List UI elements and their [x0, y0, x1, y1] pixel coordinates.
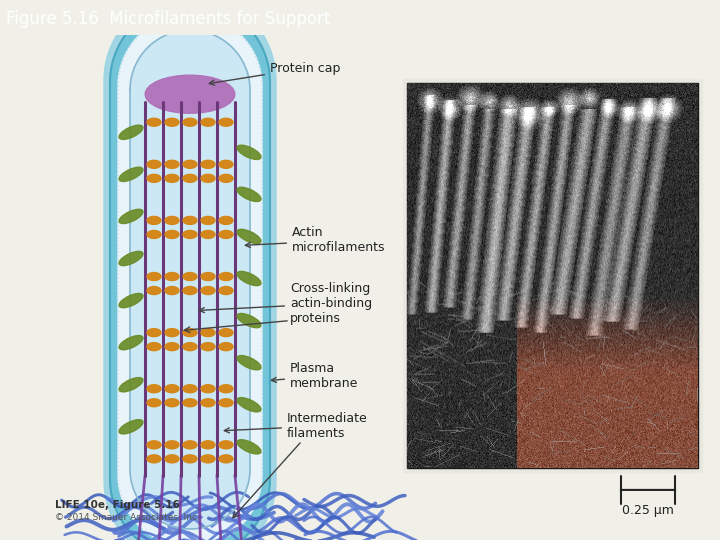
Ellipse shape: [165, 231, 179, 239]
Ellipse shape: [201, 217, 215, 225]
Ellipse shape: [165, 217, 179, 225]
Ellipse shape: [165, 455, 179, 463]
Ellipse shape: [183, 231, 197, 239]
Ellipse shape: [183, 384, 197, 393]
Ellipse shape: [147, 273, 161, 281]
Ellipse shape: [165, 118, 179, 126]
Ellipse shape: [201, 118, 215, 126]
Ellipse shape: [119, 210, 143, 224]
Polygon shape: [104, 0, 276, 540]
Ellipse shape: [183, 118, 197, 126]
Ellipse shape: [165, 441, 179, 449]
Ellipse shape: [147, 343, 161, 350]
Ellipse shape: [147, 441, 161, 449]
Ellipse shape: [183, 343, 197, 350]
Ellipse shape: [201, 343, 215, 350]
Text: 0.25 μm: 0.25 μm: [622, 504, 674, 517]
Ellipse shape: [183, 441, 197, 449]
Ellipse shape: [237, 187, 261, 201]
Ellipse shape: [119, 125, 143, 139]
Ellipse shape: [119, 251, 143, 266]
Ellipse shape: [219, 287, 233, 294]
Ellipse shape: [183, 455, 197, 463]
Text: Intermediate
filaments: Intermediate filaments: [225, 412, 368, 440]
Ellipse shape: [201, 441, 215, 449]
Ellipse shape: [165, 287, 179, 294]
Ellipse shape: [165, 343, 179, 350]
Ellipse shape: [119, 293, 143, 308]
Polygon shape: [130, 30, 250, 529]
Text: Cross-linking
actin-binding
proteins: Cross-linking actin-binding proteins: [199, 282, 372, 325]
Ellipse shape: [219, 160, 233, 168]
Ellipse shape: [201, 455, 215, 463]
Ellipse shape: [219, 384, 233, 393]
Ellipse shape: [183, 174, 197, 183]
Ellipse shape: [219, 118, 233, 126]
Ellipse shape: [201, 384, 215, 393]
Ellipse shape: [147, 329, 161, 336]
Ellipse shape: [237, 440, 261, 454]
Ellipse shape: [183, 399, 197, 407]
Ellipse shape: [183, 217, 197, 225]
Ellipse shape: [119, 377, 143, 392]
Ellipse shape: [119, 167, 143, 181]
Ellipse shape: [201, 329, 215, 336]
Ellipse shape: [165, 174, 179, 183]
Ellipse shape: [219, 231, 233, 239]
Ellipse shape: [165, 329, 179, 336]
Ellipse shape: [183, 273, 197, 281]
Ellipse shape: [219, 217, 233, 225]
Ellipse shape: [165, 273, 179, 281]
Ellipse shape: [165, 384, 179, 393]
Ellipse shape: [119, 335, 143, 350]
Ellipse shape: [219, 455, 233, 463]
Ellipse shape: [147, 399, 161, 407]
Ellipse shape: [219, 174, 233, 183]
Ellipse shape: [147, 455, 161, 463]
Text: Figure 5.16  Microfilaments for Support: Figure 5.16 Microfilaments for Support: [6, 10, 330, 28]
Ellipse shape: [201, 160, 215, 168]
Ellipse shape: [237, 145, 261, 159]
Ellipse shape: [237, 230, 261, 244]
Text: Actin
microfilaments: Actin microfilaments: [246, 226, 385, 254]
Bar: [403, 79, 702, 472]
Ellipse shape: [119, 420, 143, 434]
Text: Protein cap: Protein cap: [210, 62, 341, 85]
Ellipse shape: [237, 397, 261, 412]
Ellipse shape: [147, 217, 161, 225]
Ellipse shape: [219, 399, 233, 407]
Ellipse shape: [219, 273, 233, 281]
Ellipse shape: [237, 314, 261, 328]
Text: Plasma
membrane: Plasma membrane: [271, 362, 359, 390]
Ellipse shape: [183, 329, 197, 336]
Ellipse shape: [237, 272, 261, 286]
Ellipse shape: [201, 231, 215, 239]
Ellipse shape: [201, 273, 215, 281]
Text: LIFE 10e, Figure 5.16: LIFE 10e, Figure 5.16: [55, 500, 180, 510]
Bar: [407, 83, 698, 468]
Ellipse shape: [219, 329, 233, 336]
Ellipse shape: [201, 174, 215, 183]
Ellipse shape: [147, 174, 161, 183]
Ellipse shape: [147, 287, 161, 294]
Ellipse shape: [147, 384, 161, 393]
Ellipse shape: [165, 160, 179, 168]
Ellipse shape: [219, 343, 233, 350]
Ellipse shape: [201, 399, 215, 407]
Ellipse shape: [183, 287, 197, 294]
Ellipse shape: [147, 118, 161, 126]
Ellipse shape: [219, 441, 233, 449]
Polygon shape: [118, 14, 262, 540]
Ellipse shape: [201, 287, 215, 294]
Ellipse shape: [145, 75, 235, 113]
Polygon shape: [110, 2, 270, 540]
Text: © 2014 Sinauer Associates, Inc.: © 2014 Sinauer Associates, Inc.: [55, 513, 200, 522]
Ellipse shape: [147, 160, 161, 168]
Ellipse shape: [183, 160, 197, 168]
Ellipse shape: [237, 355, 261, 370]
Ellipse shape: [165, 399, 179, 407]
Ellipse shape: [147, 231, 161, 239]
